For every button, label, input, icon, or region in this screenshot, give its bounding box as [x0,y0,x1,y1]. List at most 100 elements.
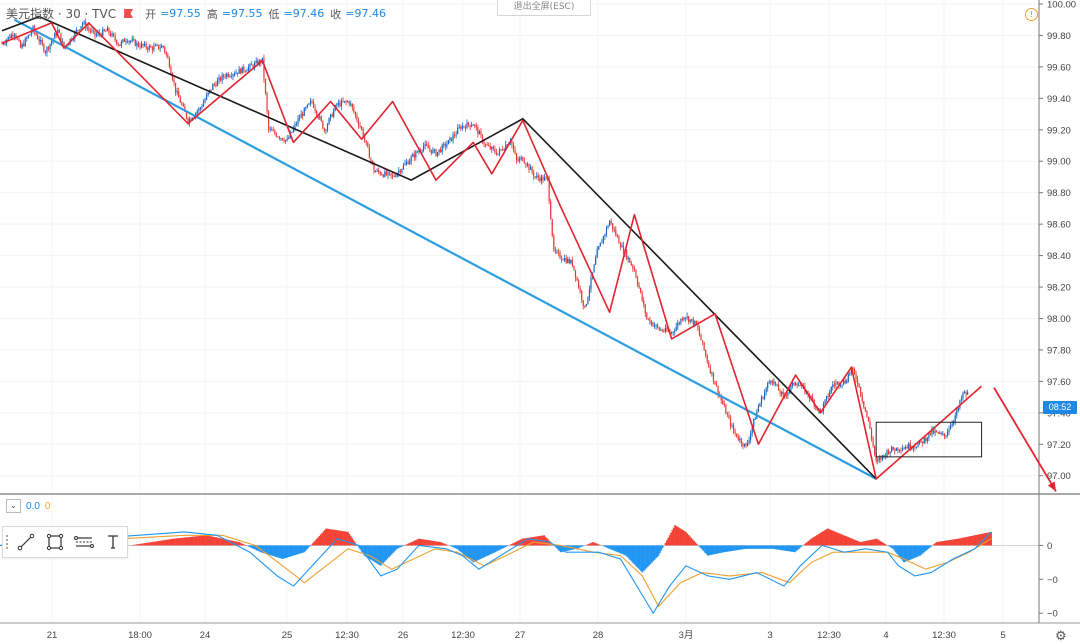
candle-body [491,146,493,150]
candle-body [398,170,400,174]
text-icon[interactable] [98,528,127,556]
candle-body [399,170,401,173]
candle-body [653,325,656,327]
candle-body [615,229,617,236]
candle-body [280,138,282,140]
candle-body [754,418,756,420]
candle-body [80,26,82,30]
candle-body [478,131,480,135]
alert-icon[interactable]: ! [1025,8,1038,21]
candle-body [361,126,363,130]
candle-body [567,259,569,263]
candle-body [601,242,603,244]
macd-line [0,531,992,615]
price-tick-label: 97.20 [1047,440,1071,451]
candle-body [830,387,832,393]
candle-body [376,170,378,172]
candle-body [30,32,33,35]
candle-body [297,118,299,125]
candle-body [795,383,797,385]
candle-body [29,34,31,36]
rectangle-icon[interactable] [40,528,69,556]
candle-body [564,258,566,261]
candle-body [630,262,632,266]
candle-body [705,350,707,356]
time-tick-label: 12:30 [451,630,475,641]
candle-body [663,331,665,333]
candle-body [345,101,347,103]
candle-body [226,73,228,77]
candle-body [351,103,353,108]
candle-body [237,72,239,74]
candle-body [128,41,130,43]
candle-body [145,43,147,48]
candle-body [539,177,541,182]
candle-body [309,101,312,104]
candle-body [505,144,507,150]
candle-body [196,111,198,114]
candle-body [472,124,474,126]
candle-body [782,391,784,395]
exit-fullscreen-button[interactable]: 退出全屏(ESC) [497,0,591,16]
parallel-channel-icon[interactable] [69,528,98,556]
chevron-down-icon[interactable]: ⌄ [6,499,21,513]
candle-body [82,23,84,27]
candle-body [931,428,933,435]
candle-body [171,73,174,80]
candle-body [23,43,25,46]
candle-body [216,80,219,87]
candle-body [316,110,318,116]
candle-body [622,245,625,254]
candle-body [436,151,439,157]
candle-body [164,46,166,52]
gear-icon[interactable]: ⚙ [1055,628,1067,643]
candle-body [681,319,684,321]
candle-body [550,201,552,220]
time-tick-label: 25 [282,630,293,641]
candle-body [263,57,265,80]
candle-body [849,372,851,375]
candle-body [47,47,50,50]
close-label: 收 [330,7,342,21]
candle-body [113,33,115,36]
drag-handle-icon[interactable] [3,530,11,554]
candle-body [883,455,885,457]
candle-body [489,145,491,150]
candle-body [94,30,96,36]
candle-body [534,176,536,178]
candle-body [529,167,532,170]
candle-body [605,227,608,235]
candle-body [638,284,640,288]
candle-body [95,34,98,36]
candle-body [249,64,251,68]
flag-icon[interactable] [124,9,134,18]
candle-body [791,382,794,386]
candle-body [232,74,234,77]
candle-body [785,395,787,397]
candle-body [774,381,777,385]
candle-body [86,27,88,29]
candle-body [126,40,129,43]
candle-body [692,319,694,325]
candle-body [514,149,516,154]
candle-body [210,89,212,91]
candle-body [240,68,242,74]
candle-body [41,39,43,45]
candle-body [759,403,761,407]
candle-body [923,437,925,444]
candle-body [610,221,612,224]
candle-body [89,29,91,32]
candle-body [531,167,533,173]
candle-body [125,40,127,42]
candle-body [652,322,654,327]
trend-line-icon[interactable] [11,528,40,556]
candle-body [288,137,290,139]
candle-body [274,130,276,134]
symbol-title[interactable]: 美元指数 · 30 · TVC [6,7,117,21]
candle-body [61,41,64,43]
candle-body [922,441,924,444]
candle-body [167,54,169,59]
candle-body [354,112,356,116]
candle-body [77,29,79,31]
